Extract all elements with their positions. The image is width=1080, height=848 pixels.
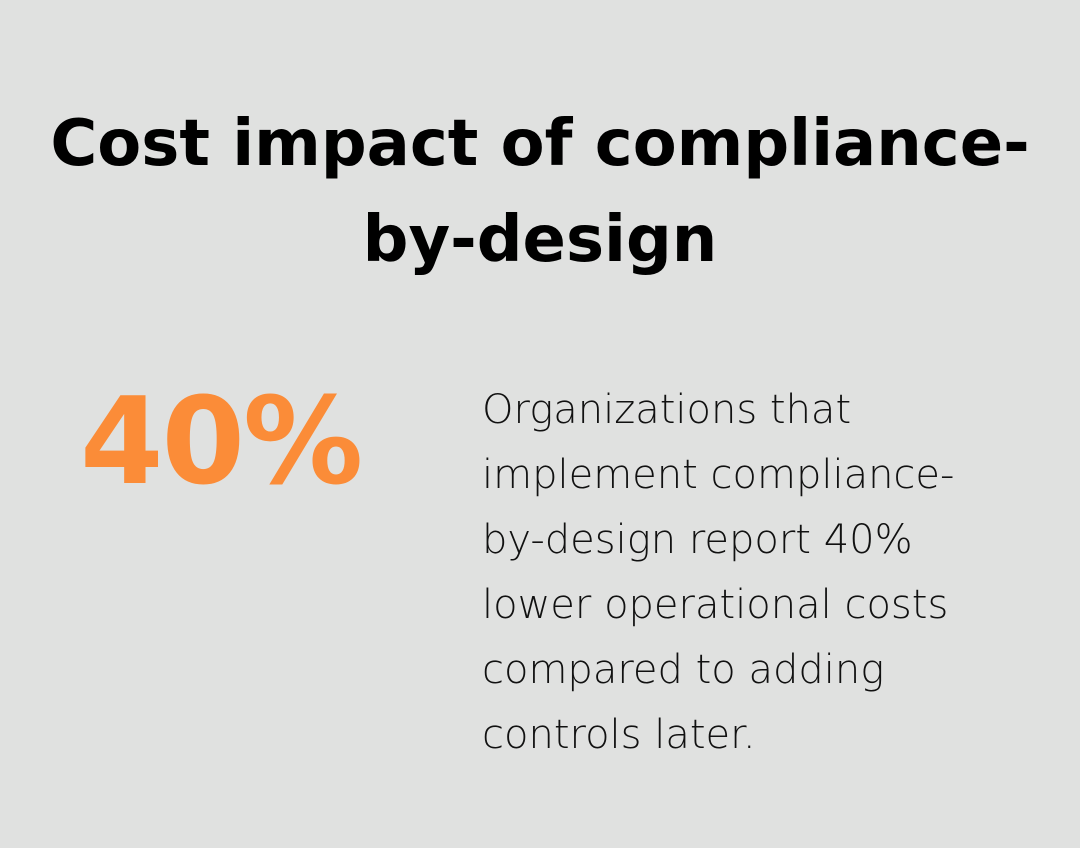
stat-description: Organizations that implement compliance-… bbox=[482, 387, 955, 758]
page-title: Cost impact of compliance-by-design bbox=[50, 107, 1030, 277]
stat-value: 40% bbox=[80, 373, 363, 512]
